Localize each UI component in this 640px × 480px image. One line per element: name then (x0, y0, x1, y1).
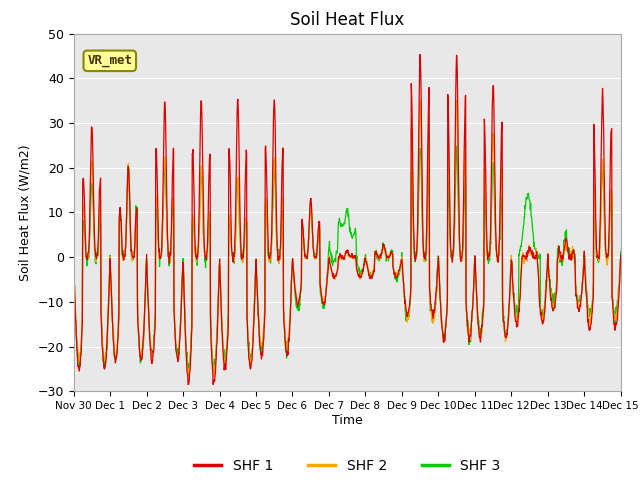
SHF 1 (253, 281, 260, 287)
SHF 2 (253, 279, 260, 285)
SHF 3 (553, 282, 561, 288)
Y-axis label: Soil Heat Flux (W/m2): Soil Heat Flux (W/m2) (19, 144, 32, 281)
SHF 1 (433, 282, 440, 288)
SHF 2 (70, 255, 77, 261)
SHF 2 (416, 97, 424, 103)
Line: SHF 3: SHF 3 (74, 146, 621, 372)
Line: SHF 1: SHF 1 (74, 55, 621, 384)
SHF 1 (192, 253, 200, 259)
SHF 2 (191, 251, 199, 256)
SHF 2 (433, 289, 440, 295)
Text: VR_met: VR_met (87, 54, 132, 67)
SHF 1 (184, 382, 192, 387)
SHF 3 (617, 249, 625, 254)
SHF 3 (453, 144, 461, 149)
SHF 3 (253, 276, 260, 282)
Legend: SHF 1, SHF 2, SHF 3: SHF 1, SHF 2, SHF 3 (188, 454, 506, 479)
SHF 3 (192, 252, 200, 257)
SHF 2 (617, 256, 625, 262)
SHF 3 (184, 369, 192, 374)
SHF 2 (210, 373, 218, 379)
SHF 1 (416, 52, 424, 58)
SHF 1 (504, 318, 512, 324)
SHF 2 (178, 284, 186, 290)
SHF 3 (433, 285, 440, 291)
SHF 3 (178, 276, 186, 281)
SHF 1 (70, 251, 77, 256)
SHF 3 (504, 315, 512, 321)
SHF 2 (553, 285, 561, 290)
SHF 3 (70, 248, 77, 253)
Title: Soil Heat Flux: Soil Heat Flux (290, 11, 404, 29)
Line: SHF 2: SHF 2 (74, 100, 621, 376)
SHF 1 (178, 285, 186, 290)
X-axis label: Time: Time (332, 414, 363, 427)
SHF 1 (617, 252, 625, 258)
SHF 2 (504, 316, 512, 322)
SHF 1 (553, 289, 561, 295)
